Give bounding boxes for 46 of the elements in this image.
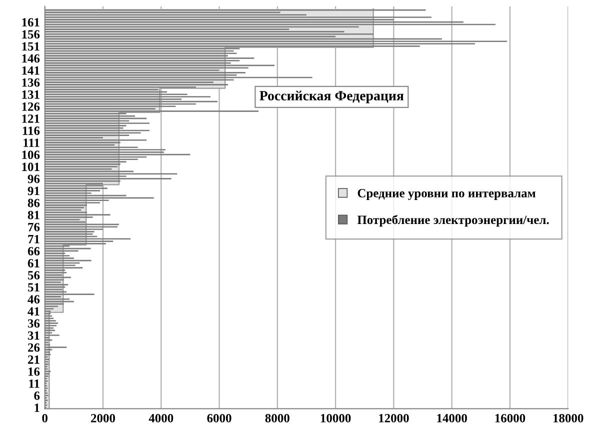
x-tick-label: 6000 — [207, 414, 232, 422]
y-tick-label: 61 — [28, 259, 40, 268]
y-tick-label: 41 — [28, 307, 40, 316]
y-tick-label: 111 — [24, 138, 40, 147]
y-tick-label: 141 — [22, 66, 40, 75]
y-tick-label: 26 — [28, 343, 40, 352]
x-tick-label: 12000 — [379, 414, 409, 422]
y-tick-label: 151 — [22, 42, 40, 51]
legend-label: Средние уровни по интервалам — [358, 189, 536, 200]
x-tick-label: 14000 — [437, 414, 467, 422]
x-tick-label: 0 — [42, 414, 48, 422]
y-tick-label: 121 — [22, 114, 40, 123]
y-tick-label: 146 — [22, 54, 40, 63]
x-tick-label: 4000 — [148, 414, 174, 422]
y-tick-label: 91 — [28, 186, 40, 196]
y-tick-label: 126 — [22, 102, 40, 111]
y-tick-label: 131 — [22, 90, 40, 99]
legend-label: Потребление электроэнергии/чел. — [357, 215, 549, 227]
y-tick-label: 21 — [28, 355, 40, 364]
x-tick-label: 8000 — [265, 414, 290, 422]
y-tick-label: 11 — [29, 380, 40, 388]
y-tick-label: 116 — [22, 126, 40, 135]
y-tick-label: 36 — [28, 319, 40, 328]
y-tick-label: 1 — [34, 404, 40, 412]
y-tick-label: 71 — [28, 234, 40, 244]
y-tick-label: 86 — [28, 198, 40, 208]
y-tick-label: 161 — [22, 18, 40, 27]
y-tick-label: 81 — [28, 210, 40, 220]
y-tick-label: 96 — [28, 174, 40, 184]
y-tick-label: 66 — [28, 247, 40, 256]
annotation: Российская Федерация — [260, 90, 404, 104]
y-tick-label: 156 — [22, 30, 40, 39]
x-tick-label: 2000 — [91, 414, 116, 422]
y-tick-label: 51 — [28, 283, 40, 292]
x-tick-label: 16000 — [495, 414, 526, 422]
y-tick-label: 136 — [22, 78, 40, 87]
x-tick-label: 10000 — [320, 414, 351, 422]
y-tick-label: 31 — [28, 331, 40, 340]
y-tick-label: 46 — [28, 295, 40, 304]
y-tick-label: 106 — [22, 150, 40, 160]
y-tick-label: 101 — [22, 162, 40, 172]
x-tick-label: 18000 — [553, 414, 584, 422]
y-tick-label: 76 — [28, 222, 40, 232]
y-tick-label: 16 — [28, 367, 40, 376]
y-tick-label: 6 — [34, 392, 40, 400]
y-tick-label: 56 — [28, 271, 40, 280]
